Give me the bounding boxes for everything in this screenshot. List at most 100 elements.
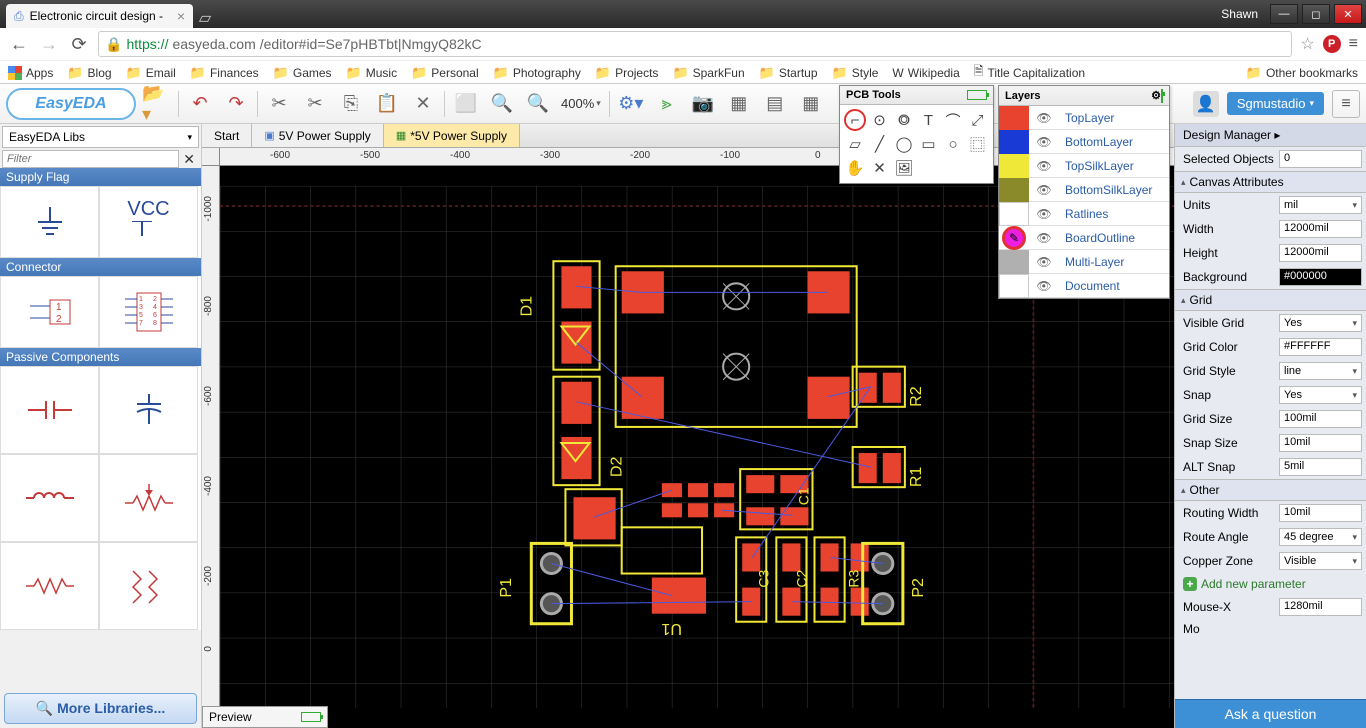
layers-settings[interactable]: ⚙ [1151, 89, 1163, 102]
bookmark-link[interactable]: 🗎Title Capitalization [974, 62, 1085, 83]
other-section[interactable]: Other [1175, 479, 1366, 501]
image-tool[interactable]: 🖼 [893, 157, 915, 179]
undo-button[interactable]: ↶ [185, 89, 215, 119]
layer-color-swatch[interactable] [999, 250, 1029, 274]
zoom-in-button[interactable]: 🔍 [487, 89, 517, 119]
layer-row[interactable]: ✎👁BoardOutline [999, 226, 1169, 250]
layer-row[interactable]: 👁Document [999, 274, 1169, 298]
layer-color-swatch[interactable] [999, 178, 1029, 202]
lib-item-inductor[interactable] [0, 454, 99, 542]
group-tool[interactable]: ⿴ [967, 133, 989, 155]
bookmark-folder[interactable]: 📁Photography [493, 65, 581, 81]
visibility-icon[interactable]: 👁 [1029, 255, 1059, 269]
user-dropdown[interactable]: Sgmustadio [1227, 92, 1324, 115]
bookmark-folder[interactable]: 📁Blog [67, 65, 111, 81]
minimize-button[interactable]: — [1270, 4, 1298, 24]
zoom-level[interactable]: 400% [559, 96, 603, 111]
close-window-button[interactable]: ✕ [1334, 4, 1362, 24]
rect-tool[interactable]: ▱ [844, 133, 866, 155]
export-button[interactable]: ▤ [760, 89, 790, 119]
layer-row[interactable]: 👁TopSilkLayer [999, 154, 1169, 178]
bookmark-folder[interactable]: 📁Finances [190, 65, 259, 81]
visibility-icon[interactable]: 👁 [1029, 135, 1059, 149]
units-select[interactable]: mil [1279, 196, 1362, 214]
layers-title[interactable]: Layers ⚙ [999, 86, 1169, 106]
paste-button[interactable]: 📋 [372, 89, 402, 119]
route-angle-select[interactable]: 45 degree [1279, 528, 1362, 546]
zoom-fit-button[interactable]: ⬜ [451, 89, 481, 119]
lib-item-resistor2[interactable] [99, 542, 198, 630]
pcb-tools-title[interactable]: PCB Tools [840, 86, 993, 105]
new-tab-button[interactable]: ▱ [193, 8, 217, 28]
bg-color-input[interactable]: #000000 [1279, 268, 1362, 286]
dimension-tool[interactable]: ⤢ [967, 109, 989, 131]
tab-pcb[interactable]: ▦*5V Power Supply [384, 124, 520, 147]
grid-section[interactable]: Grid [1175, 289, 1366, 311]
bookmark-folder[interactable]: 📁Projects [595, 65, 659, 81]
filter-input[interactable] [2, 150, 179, 168]
visibility-icon[interactable]: 👁 [1029, 159, 1059, 173]
visible-grid-select[interactable]: Yes [1279, 314, 1362, 332]
layer-color-swatch[interactable] [999, 154, 1029, 178]
snap-size-input[interactable]: 10mil [1279, 434, 1362, 452]
settings-button[interactable]: ⚙▾ [616, 89, 646, 119]
visibility-icon[interactable]: 👁 [1029, 183, 1059, 197]
line-tool[interactable]: ╱ [869, 133, 891, 155]
lib-item-resistor[interactable] [0, 542, 99, 630]
snap-select[interactable]: Yes [1279, 386, 1362, 404]
lib-item-cap-np[interactable] [0, 366, 99, 454]
lib-section-header[interactable]: Connector [0, 258, 201, 276]
pinterest-icon[interactable]: P [1323, 35, 1341, 53]
circle-tool[interactable]: ◯ [893, 133, 915, 155]
lib-item-vcc[interactable]: VCC [99, 186, 198, 258]
track-tool[interactable]: ⌐ [844, 109, 866, 131]
layer-row[interactable]: 👁Multi-Layer [999, 250, 1169, 274]
layer-row[interactable]: 👁Ratlines [999, 202, 1169, 226]
rect2-tool[interactable]: ▭ [918, 133, 940, 155]
layer-color-swatch[interactable] [999, 202, 1029, 226]
lib-section-header[interactable]: Passive Components [0, 348, 201, 366]
forward-button[interactable]: → [38, 33, 60, 55]
via-tool[interactable]: ⭗ [893, 109, 915, 131]
tab-schematic[interactable]: ▣5V Power Supply [252, 124, 383, 147]
apps-button[interactable]: Apps [8, 66, 53, 80]
url-input[interactable]: 🔒 https://easyeda.com/editor#id=Se7pHBTb… [98, 31, 1292, 57]
bom-button[interactable]: ▦ [724, 89, 754, 119]
share-button[interactable]: ⪢ [652, 89, 682, 119]
pad-tool[interactable]: ⊙ [869, 109, 891, 131]
open-folder-button[interactable]: 📂▾ [142, 89, 172, 119]
maximize-button[interactable]: ◻ [1302, 4, 1330, 24]
width-input[interactable]: 12000mil [1279, 220, 1362, 238]
visibility-icon[interactable]: 👁 [1029, 231, 1059, 245]
design-manager-header[interactable]: Design Manager ▸ [1175, 124, 1366, 147]
canvas-attributes-section[interactable]: Canvas Attributes [1175, 171, 1366, 193]
grid-size-input[interactable]: 100mil [1279, 410, 1362, 428]
zoom-out-button[interactable]: 🔍 [523, 89, 553, 119]
reload-button[interactable]: ⟳ [68, 33, 90, 55]
redo-button[interactable]: ↷ [221, 89, 251, 119]
arc-tool[interactable]: ⌒ [942, 109, 964, 131]
chrome-menu-icon[interactable]: ≡ [1349, 35, 1358, 53]
cut-button[interactable]: ✂ [300, 89, 330, 119]
layer-row[interactable]: 👁TopLayer [999, 106, 1169, 130]
pcb-tools-panel[interactable]: PCB Tools ⌐ ⊙ ⭗ T ⌒ ⤢ ▱ ╱ ◯ ▭ ○ ⿴ ✋ ✕ 🖼 [839, 85, 994, 184]
add-parameter-button[interactable]: Add new parameter [1175, 573, 1366, 595]
cut-button[interactable]: ✂ [264, 89, 294, 119]
layer-color-swatch[interactable]: ✎ [999, 226, 1029, 250]
measure-tool[interactable]: ✕ [869, 157, 891, 179]
lib-section-header[interactable]: Supply Flag [0, 168, 201, 186]
bookmark-folder[interactable]: 📁SparkFun [672, 65, 744, 81]
bookmark-folder[interactable]: 📁Email [126, 65, 176, 81]
browser-tab[interactable]: ⎙ Electronic circuit design - × [6, 4, 193, 28]
grid-color-input[interactable]: #FFFFFF [1279, 338, 1362, 356]
height-input[interactable]: 12000mil [1279, 244, 1362, 262]
bookmark-folder[interactable]: 📁Style [832, 65, 879, 81]
layer-row[interactable]: 👁BottomSilkLayer [999, 178, 1169, 202]
bookmark-folder[interactable]: 📁Startup [759, 65, 818, 81]
delete-button[interactable]: ✕ [408, 89, 438, 119]
copper-zone-select[interactable]: Visible [1279, 552, 1362, 570]
fabrication-button[interactable]: ▦ [796, 89, 826, 119]
user-avatar[interactable]: 👤 [1193, 91, 1219, 117]
lib-item-pot[interactable] [99, 454, 198, 542]
layers-panel[interactable]: Layers ⚙ 👁TopLayer👁BottomLayer👁TopSilkLa… [998, 85, 1170, 299]
